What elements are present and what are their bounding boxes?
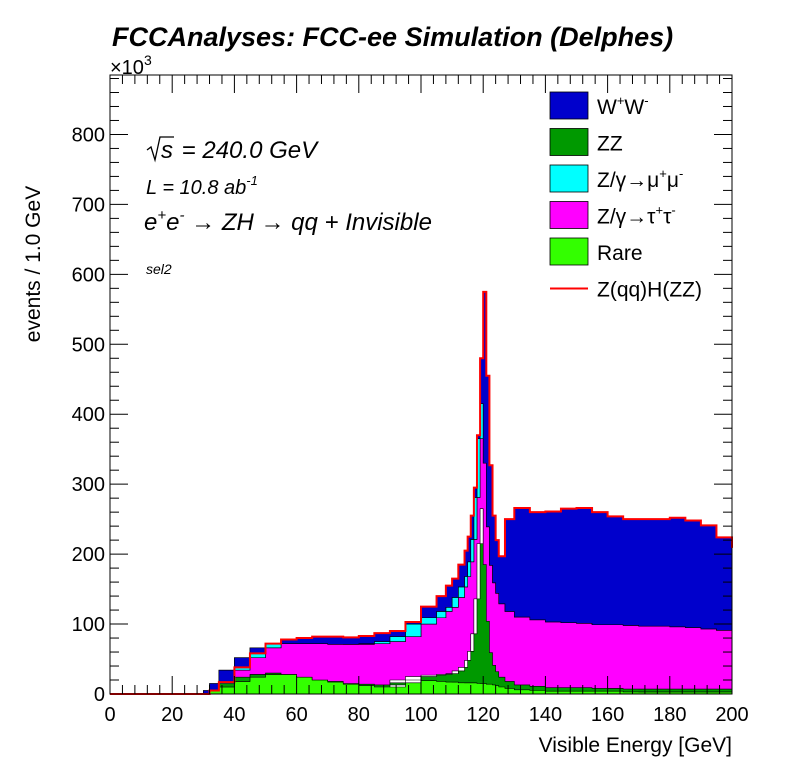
legend-swatch bbox=[549, 237, 589, 266]
y-tick-label: 300 bbox=[72, 474, 105, 496]
legend: W+W- ZZ Z/γ→μ+μ- Z/γ→τ+τ- Rare Z(qq)H(ZZ) bbox=[549, 91, 702, 302]
x-tick-label: 40 bbox=[223, 704, 245, 726]
y-tick-label: 500 bbox=[72, 334, 105, 356]
x-tick-label: 160 bbox=[591, 704, 624, 726]
legend-label: ZZ bbox=[597, 133, 623, 156]
luminosity-annotation: L = 10.8 ab-1 bbox=[146, 173, 258, 199]
y-tick-label: 700 bbox=[72, 194, 105, 216]
x-tick-label: 20 bbox=[161, 704, 183, 726]
legend-swatch bbox=[549, 164, 589, 193]
y-tick-label: 800 bbox=[72, 124, 105, 146]
x-axis-label: Visible Energy [GeV] bbox=[539, 734, 732, 757]
sqrt-s-annotation: s = 240.0 GeV bbox=[146, 136, 319, 164]
x-tick-label: 60 bbox=[285, 704, 307, 726]
y-tick-label: 200 bbox=[72, 544, 105, 566]
legend-entry: Z/γ→μ+μ- bbox=[549, 164, 683, 193]
x-tick-label: 100 bbox=[404, 704, 437, 726]
x-tick-label: 200 bbox=[715, 704, 748, 726]
x-tick-label: 180 bbox=[653, 704, 686, 726]
selection-annotation: sel2 bbox=[146, 261, 172, 277]
y-multiplier-label: ×103 bbox=[110, 52, 152, 79]
x-tick-labels: 0 20 40 60 80 100 120 140 160 180 200 bbox=[104, 704, 748, 726]
legend-label: Z/γ→μ+μ- bbox=[597, 166, 683, 192]
legend-swatch bbox=[549, 91, 589, 120]
y-tick-label: 400 bbox=[72, 404, 105, 426]
signal-line bbox=[110, 290, 733, 695]
process-annotation: e+e- → ZH → qq + Invisible bbox=[144, 207, 432, 236]
legend-swatch bbox=[549, 201, 589, 229]
legend-entry: ZZ bbox=[549, 128, 623, 156]
x-tick-label: 0 bbox=[104, 704, 115, 726]
y-axis-label: events / 1.0 GeV bbox=[22, 186, 45, 342]
svg-text:s: s bbox=[161, 137, 173, 164]
legend-label: W+W- bbox=[597, 93, 649, 119]
legend-swatch bbox=[549, 128, 589, 156]
legend-entry: Z(qq)H(ZZ) bbox=[550, 279, 702, 302]
chart-title: FCCAnalyses: FCC-ee Simulation (Delphes) bbox=[112, 22, 673, 52]
legend-label: Z(qq)H(ZZ) bbox=[597, 279, 702, 302]
legend-label: Rare bbox=[597, 242, 643, 265]
axis-ticks bbox=[109, 75, 733, 695]
x-tick-label: 140 bbox=[529, 704, 562, 726]
x-tick-label: 120 bbox=[467, 704, 500, 726]
x-tick-label: 80 bbox=[348, 704, 370, 726]
svg-text:×103: ×103 bbox=[110, 52, 152, 79]
signal-line-path bbox=[110, 290, 733, 695]
y-tick-label: 100 bbox=[72, 614, 105, 636]
legend-label: Z/γ→τ+τ- bbox=[597, 203, 676, 229]
svg-text:= 240.0 GeV: = 240.0 GeV bbox=[175, 137, 319, 164]
legend-entry: Z/γ→τ+τ- bbox=[549, 201, 676, 229]
y-tick-label: 600 bbox=[72, 264, 105, 286]
y-tick-labels: 0 100 200 300 400 500 600 700 800 bbox=[72, 124, 105, 706]
legend-entry: Rare bbox=[549, 237, 643, 266]
y-tick-label: 0 bbox=[94, 684, 105, 706]
legend-entry: W+W- bbox=[549, 91, 649, 120]
